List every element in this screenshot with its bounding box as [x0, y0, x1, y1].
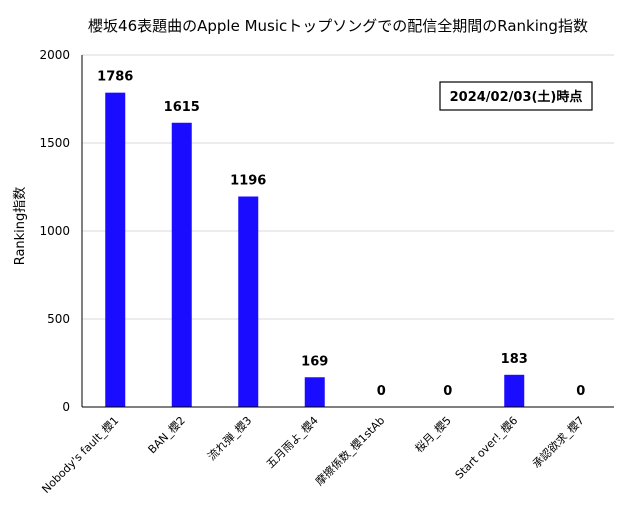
x-tick-label: 承認欲求_櫻7 — [529, 413, 587, 471]
data-label: 183 — [501, 352, 528, 367]
bar — [171, 122, 192, 407]
value-labels: 1786 1615 1196 169 0 0 183 0 — [97, 70, 585, 399]
x-tick-label: 五月雨よ_櫻4 — [263, 413, 321, 471]
bar — [238, 196, 259, 407]
y-axis-label: Ranking指数 — [13, 187, 28, 266]
x-tick-label: 桜月_櫻5 — [412, 413, 454, 455]
bar — [504, 374, 525, 407]
x-tick-label: BAN_櫻2 — [145, 413, 188, 456]
y-tick-label: 1000 — [39, 224, 70, 238]
y-tick-label: 1500 — [39, 136, 70, 150]
x-tick-label: 流れ弾_櫻3 — [205, 413, 255, 463]
y-tick-label: 0 — [62, 400, 70, 414]
date-annotation-box: 2024/02/03(土)時点 — [439, 81, 593, 111]
data-label: 0 — [377, 384, 386, 399]
data-label: 0 — [576, 384, 585, 399]
bar — [105, 92, 126, 407]
data-label: 1615 — [164, 100, 200, 115]
bar — [304, 377, 325, 407]
x-tick-label: Nobody's fault_櫻1 — [39, 413, 122, 496]
data-label: 0 — [443, 384, 452, 399]
chart-title: 櫻坂46表題曲のApple Musicトップソングでの配信全期間のRanking… — [88, 17, 588, 35]
grid-lines — [82, 54, 614, 320]
y-tick-label: 2000 — [39, 48, 70, 62]
x-tick-label: 摩擦係数_櫻1stAb — [312, 413, 387, 488]
data-label: 1786 — [97, 70, 133, 85]
data-label: 1196 — [230, 174, 266, 189]
y-tick-label: 500 — [47, 312, 70, 326]
annotation-frame — [439, 81, 593, 111]
annotation-text: 2024/02/03(土)時点 — [450, 89, 583, 105]
data-label: 169 — [301, 354, 328, 369]
bars — [105, 92, 525, 407]
x-tick-label: Start over!_櫻6 — [452, 413, 520, 481]
